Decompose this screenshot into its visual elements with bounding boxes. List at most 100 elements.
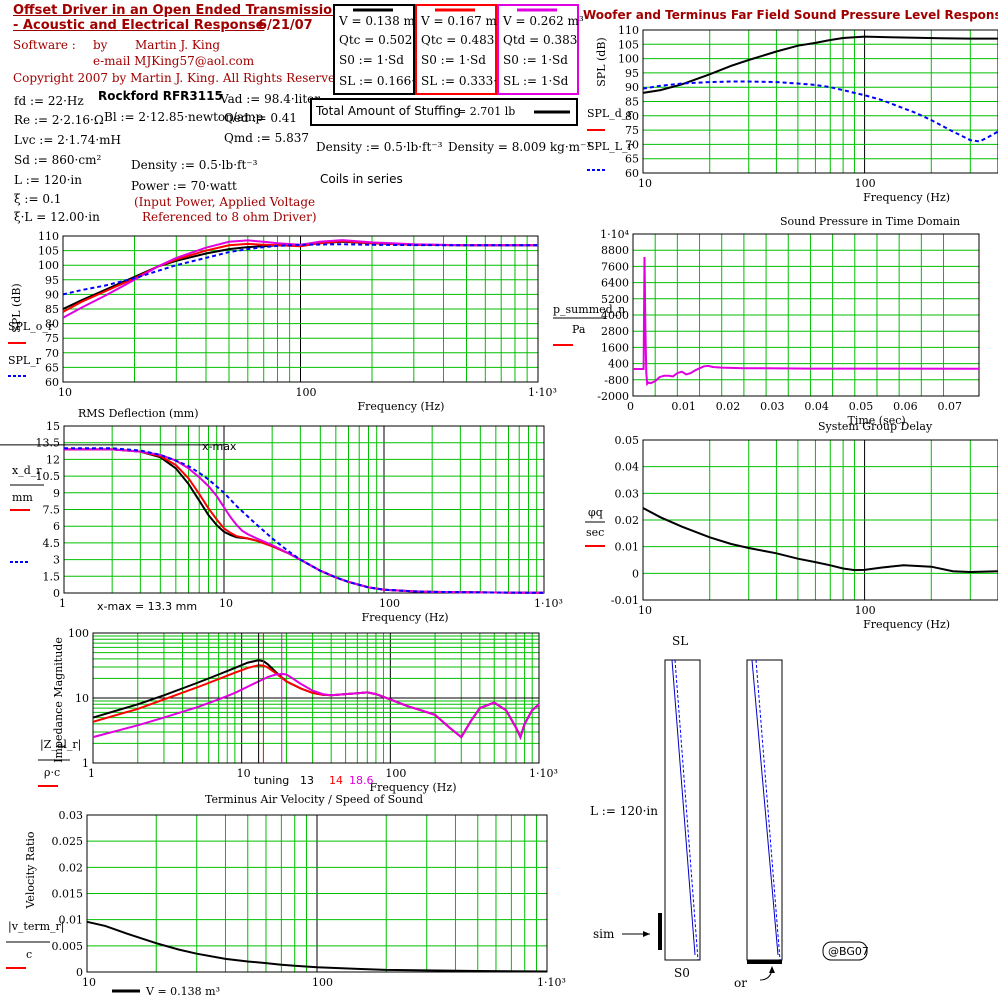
series-line-SPL_d_r xyxy=(642,35,998,94)
xmax-annotation: x-max xyxy=(202,440,237,453)
y-tick-label: 8800 xyxy=(601,244,629,257)
x-tick-label: 10 xyxy=(638,177,652,190)
coils-note: Coils in series xyxy=(320,172,403,186)
tuning-value-magenta: 18.6 xyxy=(349,774,374,787)
geometry-s0-label: S0 xyxy=(674,966,690,980)
y-axis-label-den: sec xyxy=(586,526,604,539)
series-line-blue xyxy=(62,243,538,296)
y-axis-label: Impedance Magnitude xyxy=(52,637,65,763)
x-tick-label: 0.03 xyxy=(760,400,785,413)
param-power: Power := 70·watt xyxy=(131,179,237,193)
legend-spl-d: SPL_d_r xyxy=(587,107,633,120)
y-axis-label-den: mm xyxy=(12,491,33,504)
y-tick-label: 70 xyxy=(625,138,639,151)
plot-frame xyxy=(642,439,998,601)
author-name: Martin J. King xyxy=(135,38,221,52)
x-axis-label: Frequency (Hz) xyxy=(370,781,457,794)
series-line-magenta xyxy=(64,448,545,594)
chart-deflection xyxy=(63,425,545,594)
stuffing-label: Total Amount of Stuffing xyxy=(316,104,461,118)
line-geometry-diagram xyxy=(622,659,868,981)
y-tick-label: 0.03 xyxy=(615,487,640,500)
line-offset-left xyxy=(671,659,696,956)
xmax-note: x-max = 13.3 mm xyxy=(97,600,197,613)
param-vad: Vad := 98.4·liter xyxy=(220,92,320,106)
credit-badge-border xyxy=(822,941,868,961)
chart-title: System Group Delay xyxy=(818,420,933,433)
box-magenta-sl: SL := 1·Sd xyxy=(503,74,569,88)
y-tick-label: 0.02 xyxy=(615,514,640,527)
y-tick-label: 110 xyxy=(38,230,59,243)
y-tick-label: 1600 xyxy=(601,341,629,354)
y-axis-label-2-den: c xyxy=(26,948,32,961)
x-tick-label: 1 xyxy=(88,767,95,780)
series-line-p_summed xyxy=(633,256,980,387)
y-tick-label: 80 xyxy=(625,110,639,123)
param-l: L := 120·in xyxy=(14,173,82,187)
legend-spl-o: SPL_o_r xyxy=(8,320,54,333)
y-tick-label: 6400 xyxy=(601,277,629,290)
box-magenta-q: Qtd = 0.383 xyxy=(503,33,578,47)
y-axis-label-num: p_summed_n xyxy=(553,303,625,316)
y-axis-label: Velocity Ratio xyxy=(24,831,37,909)
box-black-sl: SL := 0.166·Sd xyxy=(339,74,431,88)
y-tick-label: 0.015 xyxy=(52,888,84,901)
x-tick-label: 1·10³ xyxy=(529,767,558,780)
x-tick-label: 0.04 xyxy=(804,400,829,413)
chart-pressure_time xyxy=(632,233,980,397)
y-tick-label: 6 xyxy=(53,520,60,533)
y-axis-label-2-num: |v_term_r| xyxy=(8,920,65,934)
y-tick-label: 60 xyxy=(625,167,639,180)
y-tick-label: 9 xyxy=(53,487,60,500)
x-tick-label: 100 xyxy=(855,177,876,190)
tuning-label: tuning xyxy=(254,774,289,787)
chart-far-title: Woofer and Terminus Far Field Sound Pres… xyxy=(583,8,998,22)
box-magenta: V = 0.262 m³ Qtd = 0.383 S0 := 1·Sd SL :… xyxy=(497,4,584,95)
y-axis-label-2-den: ρ·c xyxy=(44,766,60,779)
x-tick-label: 10 xyxy=(237,767,251,780)
y-tick-label: 110 xyxy=(618,24,639,37)
y-tick-label: 60 xyxy=(45,376,59,389)
y-tick-label: 0.025 xyxy=(52,835,84,848)
density-metric: Density = 8.009 kg·m⁻³ xyxy=(448,140,592,154)
y-tick-label: 85 xyxy=(45,303,59,316)
page-title-line1: Offset Driver in an Open Ended Transmiss… xyxy=(13,3,377,18)
chart-group_delay xyxy=(642,439,998,601)
y-axis-label-2-num: |Z_al_r| xyxy=(40,738,81,752)
x-tick-label: 100 xyxy=(296,386,317,399)
x-tick-label: 10 xyxy=(219,597,233,610)
y-tick-label: 90 xyxy=(45,288,59,301)
y-axis-label: SPL (dB) xyxy=(595,37,608,86)
sim-arrowhead xyxy=(643,931,650,937)
y-axis-label-num: x_d_r xyxy=(12,464,42,477)
param-re: Re := 2·2.16·Ω xyxy=(14,113,104,127)
y-tick-label: 0.01 xyxy=(615,541,640,554)
x-tick-label: 0 xyxy=(627,400,634,413)
legend-spl-l: SPL_L_r xyxy=(587,140,634,153)
credit-label: @BG07 xyxy=(828,945,869,958)
box-red-sl: SL := 0.333·Sd xyxy=(421,74,513,88)
page-title-line2: - Acoustic and Electrical Response xyxy=(13,18,265,33)
y-tick-label: 1 xyxy=(82,757,89,770)
y-tick-label: 0.03 xyxy=(59,809,84,822)
line-offset-right-dashed xyxy=(755,659,781,961)
box-magenta-v: V = 0.262 m³ xyxy=(503,14,584,28)
x-axis-label: Frequency (Hz) xyxy=(358,400,445,413)
box-red-v: V = 0.167 m³ xyxy=(421,14,502,28)
x-tick-label: 1 xyxy=(59,597,66,610)
y-tick-label: 7600 xyxy=(601,260,629,273)
y-tick-label: 90 xyxy=(625,81,639,94)
power-note-2: Referenced to 8 ohm Driver) xyxy=(142,210,317,224)
y-tick-label: 12 xyxy=(46,453,60,466)
power-note-1: (Input Power, Applied Voltage xyxy=(134,195,316,209)
tuning-value-black: 13 xyxy=(300,774,314,787)
box-red-s0: S0 := 1·Sd xyxy=(421,53,486,67)
param-density: Density := 0.5·lb·ft⁻³ xyxy=(131,158,258,172)
y-axis-label-num: φq xyxy=(588,506,603,519)
y-tick-label: 65 xyxy=(625,153,639,166)
series-line-SPL_L_r xyxy=(642,80,998,143)
box-black: V = 0.138 m³ Qtc = 0.502 S0 := 1·Sd SL :… xyxy=(333,4,431,95)
x-tick-label: 100 xyxy=(379,597,400,610)
x-tick-label: 1·10³ xyxy=(528,386,557,399)
line-outline-left xyxy=(664,659,701,961)
